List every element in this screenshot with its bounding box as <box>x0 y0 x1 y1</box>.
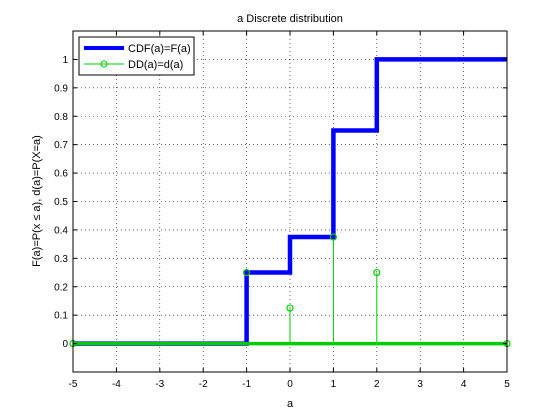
y-tick-label: 0.7 <box>54 140 68 151</box>
x-tick-label: 5 <box>504 379 510 390</box>
y-tick-label: 0 <box>62 339 68 350</box>
legend-dd-marker <box>100 60 108 68</box>
y-tick-label: 1 <box>62 55 68 66</box>
ticks: -5 -4 -3 -2 -1 0 1 2 3 4 5 0 0.1 0.2 0.3 0.4 0.5 0.6 0.7 0.… <box>54 31 510 390</box>
dd-stem-marker <box>373 268 381 277</box>
legend: CDF(a)=F(a) DD(a)=d(a) <box>78 36 195 76</box>
y-tick-label: 0.8 <box>54 112 68 123</box>
dd-stem-marker <box>286 304 294 312</box>
legend-dd-label: DD(a)=d(a) <box>128 59 183 71</box>
y-tick-label: 0.4 <box>54 225 68 236</box>
chart-title: a Discrete distribution <box>237 13 343 25</box>
x-tick-label: 4 <box>461 379 467 390</box>
x-tick-label: -5 <box>69 379 78 390</box>
y-tick-label: 0.5 <box>54 197 68 208</box>
y-tick-label: 0.9 <box>54 83 68 94</box>
y-axis-label: F(a)=P(x ≤ a), d(a)=P(X=a) <box>31 135 43 267</box>
y-tick-label: 0.6 <box>54 169 68 180</box>
x-tick-label: -1 <box>242 379 251 390</box>
x-axis-label: a <box>287 398 294 410</box>
legend-cdf-label: CDF(a)=F(a) <box>128 43 191 55</box>
x-tick-label: 3 <box>417 379 423 390</box>
legend-box <box>78 36 195 76</box>
y-tick-label: 0.1 <box>54 311 68 322</box>
cdf-step-line <box>73 57 507 346</box>
x-tick-label: 2 <box>374 379 380 390</box>
x-tick-label: 1 <box>331 379 337 390</box>
x-tick-label: -2 <box>199 379 208 390</box>
x-tick-label: -3 <box>155 379 164 390</box>
x-tick-label: 0 <box>287 379 293 390</box>
series-layer <box>69 57 511 348</box>
dd-stem-marker <box>329 233 337 241</box>
dd-stem-marker <box>243 268 251 277</box>
y-tick-label: 0.2 <box>54 282 68 293</box>
y-tick-label: 0.3 <box>54 254 68 265</box>
x-tick-label: -4 <box>112 379 121 390</box>
